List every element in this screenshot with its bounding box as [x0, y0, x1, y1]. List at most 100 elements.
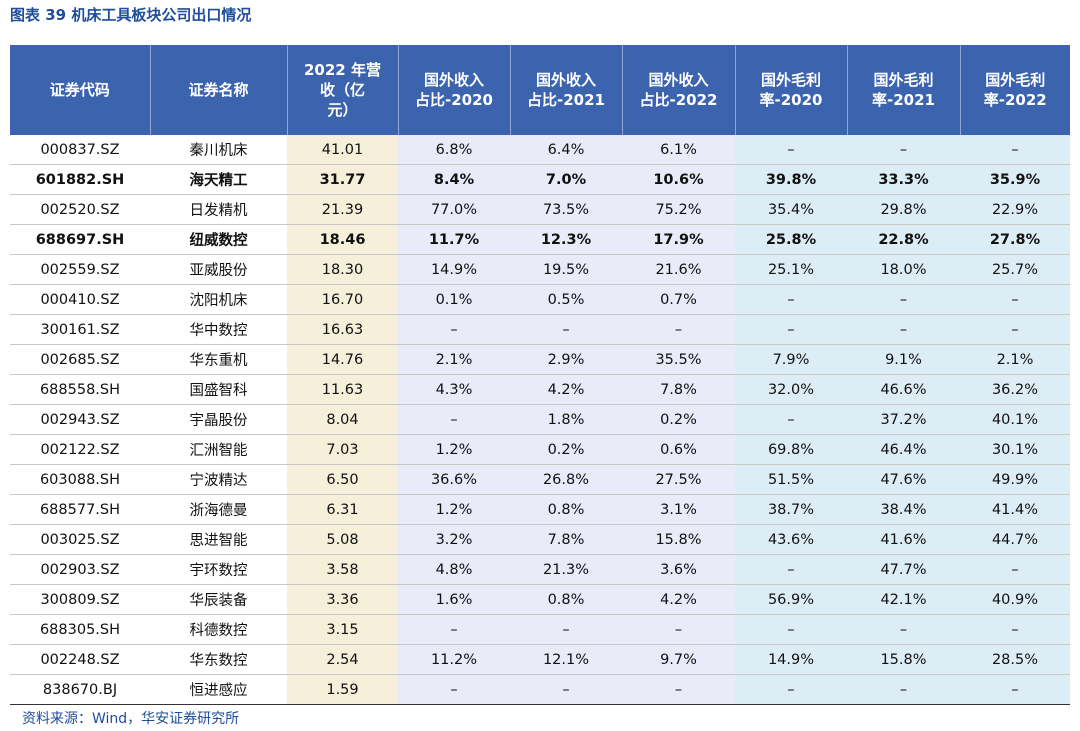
header-cell: 国外收入 占比-2022: [621, 45, 735, 135]
table-cell: 1.8%: [510, 404, 622, 435]
table-header: 证券代码 证券名称 2022 年营 收（亿 元） 国外收入 占比-2020 国外收入 占比-20…: [10, 45, 1070, 135]
table-cell: –: [847, 614, 960, 645]
table-cell: 002903.SZ: [10, 554, 150, 585]
table-cell: 002520.SZ: [10, 194, 150, 225]
header-cell: 证券代码: [10, 45, 150, 135]
header-line: 国外毛利: [985, 71, 1046, 89]
table-cell: 25.8%: [735, 224, 847, 255]
table-cell: –: [622, 314, 735, 345]
table-cell: 0.2%: [510, 434, 622, 465]
table-body: 000837.SZ 秦川机床 41.01 6.8% 6.4% 6.1% – – –601882.…: [10, 135, 1070, 705]
table-cell: 海天精工: [150, 164, 287, 195]
header-line: 率-2020: [759, 91, 823, 109]
table-cell: –: [735, 284, 847, 315]
table-cell: 5.08: [287, 524, 398, 555]
table-cell: 688305.SH: [10, 614, 150, 645]
table-cell: 688697.SH: [10, 224, 150, 255]
table-cell: 35.4%: [735, 194, 847, 225]
table: 证券代码 证券名称 2022 年营 收（亿 元） 国外收入 占比-2020 国外收入 占比-20…: [10, 45, 1070, 705]
table-cell: 40.1%: [960, 404, 1070, 435]
header-cell: 2022 年营 收（亿 元）: [286, 45, 398, 135]
header-line: 国外收入: [423, 71, 484, 89]
table-cell: –: [510, 614, 622, 645]
table-cell: 25.7%: [960, 254, 1070, 285]
table-cell: 3.2%: [398, 524, 510, 555]
table-cell: 浙海德曼: [150, 494, 287, 525]
table-cell: –: [622, 674, 735, 705]
table-cell: 4.8%: [398, 554, 510, 585]
table-cell: 42.1%: [847, 584, 960, 615]
table-cell: 75.2%: [622, 194, 735, 225]
table-cell: 29.8%: [847, 194, 960, 225]
table-cell: 36.6%: [398, 464, 510, 495]
table-cell: 亚威股份: [150, 254, 287, 285]
table-cell: 11.63: [287, 374, 398, 405]
table-cell: 2.1%: [960, 344, 1070, 375]
table-cell: 40.9%: [960, 584, 1070, 615]
table-cell: 沈阳机床: [150, 284, 287, 315]
table-cell: 华东重机: [150, 344, 287, 375]
table-cell: 思进智能: [150, 524, 287, 555]
header-cell: 国外毛利 率-2021: [846, 45, 960, 135]
table-cell: 51.5%: [735, 464, 847, 495]
table-cell: 49.9%: [960, 464, 1070, 495]
table-cell: 国盛智科: [150, 374, 287, 405]
table-cell: 18.30: [287, 254, 398, 285]
table-cell: 日发精机: [150, 194, 287, 225]
header-line: 率-2021: [872, 91, 935, 109]
header-line: 收（亿: [319, 81, 365, 99]
table-cell: 12.3%: [510, 224, 622, 255]
table-cell: 33.3%: [847, 164, 960, 195]
table-cell: 0.8%: [510, 584, 622, 615]
table-cell: 002122.SZ: [10, 434, 150, 465]
table-cell: 纽威数控: [150, 224, 287, 255]
table-cell: 17.9%: [622, 224, 735, 255]
table-cell: 688558.SH: [10, 374, 150, 405]
header-line: 证券代码: [49, 81, 110, 99]
table-cell: 秦川机床: [150, 135, 287, 165]
table-row: 003025.SZ 思进智能 5.08 3.2% 7.8% 15.8% 43.6% 41.6%…: [10, 524, 1070, 555]
table-cell: 科德数控: [150, 614, 287, 645]
table-row: 838670.BJ 恒进感应 1.59– – – – – –: [10, 674, 1070, 705]
table-cell: 21.3%: [510, 554, 622, 585]
table-cell: 30.1%: [960, 434, 1070, 465]
table-row: 688697.SH 纽威数控 18.46 11.7% 12.3% 17.9% 25.8% 22…: [10, 224, 1070, 255]
table-cell: –: [735, 135, 847, 165]
table-cell: 0.2%: [622, 404, 735, 435]
table-cell: 7.8%: [622, 374, 735, 405]
table-cell: 1.2%: [398, 494, 510, 525]
table-cell: 19.5%: [510, 254, 622, 285]
table-cell: 603088.SH: [10, 464, 150, 495]
table-cell: 宇晶股份: [150, 404, 287, 435]
table-cell: 21.6%: [622, 254, 735, 285]
table-cell: 26.8%: [510, 464, 622, 495]
table-cell: –: [847, 284, 960, 315]
table-cell: –: [510, 314, 622, 345]
table-cell: 77.0%: [398, 194, 510, 225]
table-cell: 3.1%: [622, 494, 735, 525]
table-cell: 44.7%: [960, 524, 1070, 555]
table-cell: 1.2%: [398, 434, 510, 465]
table-cell: 688577.SH: [10, 494, 150, 525]
table-cell: –: [847, 314, 960, 345]
table-cell: 11.7%: [398, 224, 510, 255]
table-cell: 35.9%: [960, 164, 1070, 195]
title: 图表 39 机床工具板块公司出口情况: [10, 6, 252, 24]
table-cell: 6.8%: [398, 135, 510, 165]
table-wrap: 证券代码 证券名称 2022 年营 收（亿 元） 国外收入 占比-2020 国外收入 占比-20…: [10, 45, 1070, 705]
table-cell: 汇洲智能: [150, 434, 287, 465]
table-cell: 3.6%: [622, 554, 735, 585]
table-cell: 恒进感应: [150, 674, 287, 705]
table-cell: 27.8%: [960, 224, 1070, 255]
table-cell: 002685.SZ: [10, 344, 150, 375]
table-cell: –: [735, 404, 847, 435]
table-cell: 28.5%: [960, 644, 1070, 675]
table-row: 002122.SZ 汇洲智能 7.03 1.2% 0.2% 0.6% 69.8% 46.4% 3…: [10, 434, 1070, 465]
table-cell: 300809.SZ: [10, 584, 150, 615]
header-line: 占比-2020: [415, 91, 493, 109]
table-cell: 31.77: [287, 164, 398, 195]
table-row: 002943.SZ 宇晶股份 8.04–1.8% 0.2% –37.2% 40.1%: [10, 404, 1070, 435]
table-cell: –: [735, 314, 847, 345]
table-cell: 16.63: [287, 314, 398, 345]
